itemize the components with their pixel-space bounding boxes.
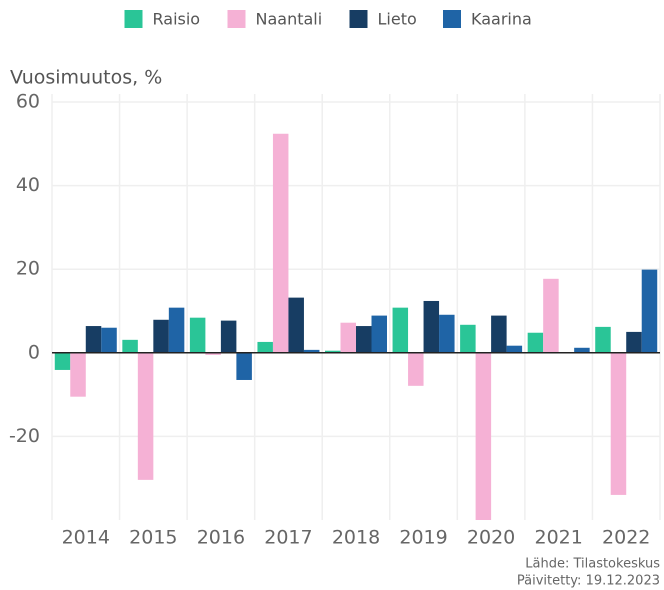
bar (408, 352, 424, 386)
bar (460, 324, 476, 353)
bar (220, 320, 237, 353)
bar (475, 352, 492, 520)
bar (189, 317, 206, 353)
legend-label: Lieto (378, 10, 417, 29)
bar (153, 319, 169, 353)
bar (595, 326, 611, 353)
legend-label: Kaarina (471, 10, 532, 29)
x-tick-label: 2019 (399, 527, 447, 549)
x-tick-label: 2020 (467, 527, 515, 549)
bar (325, 350, 341, 353)
x-tick-label: 2022 (602, 527, 650, 549)
bar (641, 269, 658, 353)
x-tick-label: 2014 (62, 527, 110, 549)
bar (491, 315, 507, 353)
updated: Päivitetty: 19.12.2023 (517, 574, 660, 589)
legend-swatch (227, 10, 246, 28)
bar (272, 133, 289, 353)
bar (288, 297, 304, 353)
bar (543, 278, 559, 353)
bar (574, 347, 590, 353)
bar (168, 307, 185, 353)
x-tick-label: 2021 (534, 527, 582, 549)
y-tick-label: 60 (16, 91, 40, 113)
bar (527, 332, 544, 353)
y-tick-label: 20 (16, 258, 40, 280)
bar (54, 352, 71, 370)
x-tick-label: 2018 (332, 527, 380, 549)
bar (257, 341, 273, 353)
bar (610, 352, 627, 495)
legend-label: Raisio (153, 10, 201, 29)
y-tick-label: 0 (28, 341, 40, 363)
bar (340, 322, 356, 353)
bar (70, 352, 86, 397)
bar (236, 352, 252, 380)
x-tick-label: 2017 (264, 527, 312, 549)
bar (137, 352, 154, 480)
bar (122, 339, 138, 353)
y-axis-label: Vuosimuutos, % (10, 67, 162, 89)
bar (439, 314, 455, 353)
bar (371, 315, 387, 353)
bar (85, 326, 102, 353)
legend-swatch (124, 10, 143, 28)
legend-swatch (349, 10, 368, 28)
y-tick-label: -20 (9, 425, 40, 447)
legend-swatch (443, 10, 461, 28)
legend-label: Naantali (256, 10, 323, 29)
bar (506, 345, 523, 353)
x-tick-label: 2016 (197, 527, 245, 549)
bar (205, 352, 221, 355)
source: Lähde: Tilastokeskus (525, 557, 660, 572)
y-tick-label: 40 (16, 174, 40, 196)
bar (626, 331, 642, 353)
bar (392, 307, 409, 353)
bar (303, 349, 320, 353)
bar (356, 326, 372, 353)
bar (423, 300, 440, 353)
bar (101, 327, 117, 353)
x-tick-label: 2015 (129, 527, 177, 549)
